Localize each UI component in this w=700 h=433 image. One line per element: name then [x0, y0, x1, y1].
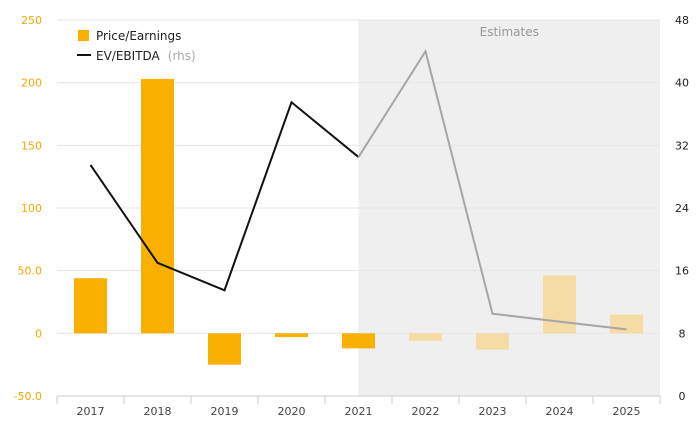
bar-price-earnings-2020 [275, 333, 308, 338]
bar-price-earnings-2023 [476, 333, 509, 350]
line-ev-ebitda-estimate [357, 48, 627, 331]
bar-price-earnings-2019 [208, 333, 241, 365]
bar-price-earnings-2024 [543, 275, 576, 334]
legend-label-rhs: (rhs) [168, 49, 196, 63]
y-left-tick-label: 150 [21, 139, 42, 152]
x-tick-label: 2022 [412, 405, 440, 418]
x-tick-label: 2024 [546, 405, 574, 418]
bar-price-earnings-2021 [342, 333, 375, 349]
y-left-tick-label: 0 [35, 327, 42, 340]
y-right-tick-label: 16 [675, 265, 689, 278]
y-right-tick-label: 0 [679, 390, 686, 403]
x-tick-label: 2017 [77, 405, 105, 418]
legend-label-ev-ebitda: EV/EBITDA [96, 49, 161, 63]
y-left-tick-label: 250 [21, 14, 42, 27]
x-tick-label: 2020 [278, 405, 306, 418]
line-ev-ebitda-actual [89, 100, 360, 292]
estimates-label: Estimates [480, 25, 539, 39]
bar-price-earnings-2022 [409, 333, 442, 341]
y-left-tick-label: 50.0 [18, 265, 43, 278]
legend-label-price-earnings: Price/Earnings [96, 29, 181, 43]
x-tick-label: 2021 [345, 405, 373, 418]
y-right-tick-label: 48 [675, 14, 689, 27]
legend-swatch-price-earnings [78, 30, 89, 41]
legend-label-ev-ebitda-group: EV/EBITDA (rhs) [96, 47, 196, 64]
y-right-tick-label: 40 [675, 77, 689, 90]
bar-price-earnings-2018 [141, 78, 174, 334]
x-tick-label: 2018 [144, 405, 172, 418]
x-tick-label: 2019 [211, 405, 239, 418]
y-left-tick-label: -50.0 [14, 390, 42, 403]
y-left-tick-label: 100 [21, 202, 42, 215]
bar-price-earnings-2017 [74, 278, 107, 334]
y-right-tick-label: 8 [679, 327, 686, 340]
x-tick-label: 2025 [613, 405, 641, 418]
y-right-tick-label: 24 [675, 202, 689, 215]
y-left-tick-label: 200 [21, 77, 42, 90]
x-tick-label: 2023 [479, 405, 507, 418]
y-right-tick-label: 32 [675, 139, 689, 152]
bar-price-earnings-2025 [610, 314, 643, 334]
